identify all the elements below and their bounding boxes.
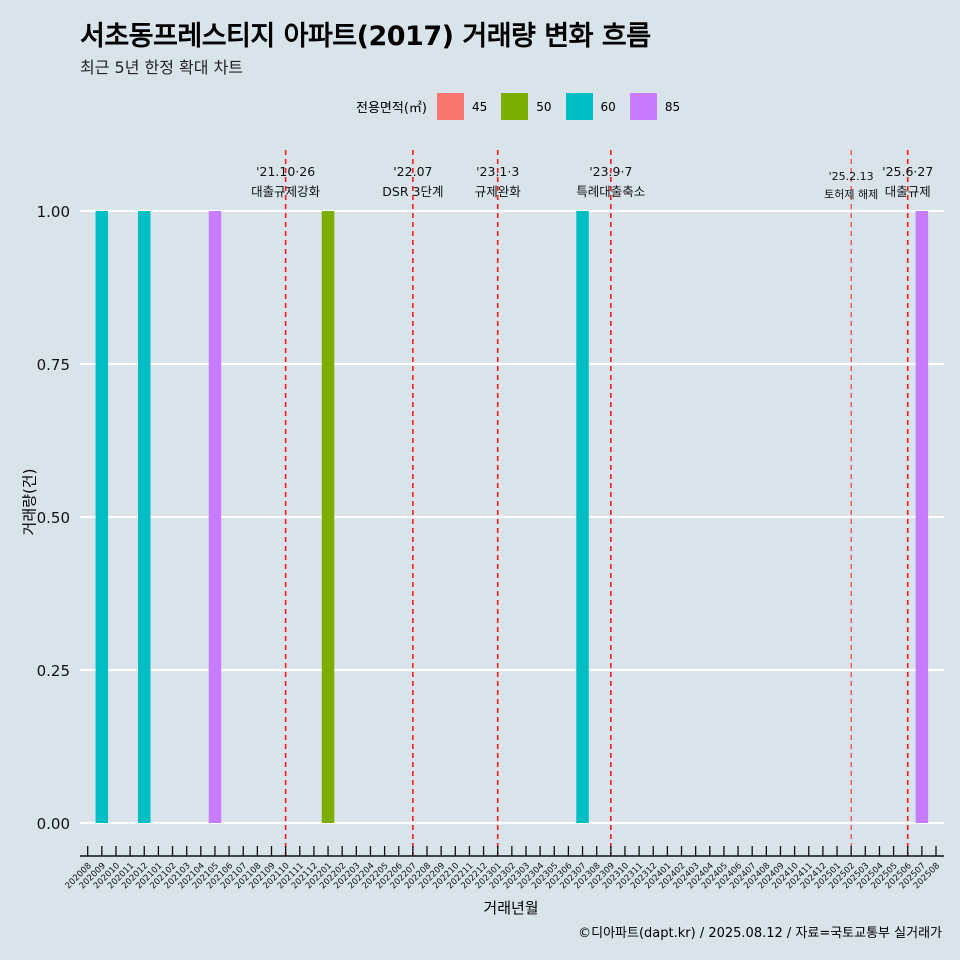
event-date-label: '22.07	[393, 164, 432, 179]
legend: 전용면적(㎡) 45 50 60 85	[356, 93, 694, 120]
legend-item-60: 60	[565, 93, 616, 120]
legend-swatch-60	[565, 93, 593, 120]
legend-label-60: 60	[600, 99, 616, 114]
legend-label-45: 45	[471, 99, 488, 114]
bar	[915, 211, 929, 823]
x-axis-label: 거래년월	[483, 899, 539, 917]
bar	[576, 211, 589, 823]
source-caption: ©디아파트(dapt.kr) / 2025.08.12 / 자료=국토교통부 실…	[578, 926, 942, 941]
event-name-label: 대출규제강화	[251, 184, 321, 199]
bar	[208, 211, 222, 823]
event-date-label: '23.1·3	[476, 164, 519, 179]
y-tick-label: 0.00	[37, 815, 70, 833]
event-date-label: '25.6·27	[882, 164, 933, 179]
event-date-label: '25.2.13	[829, 170, 874, 183]
legend-label-85: 85	[664, 99, 681, 114]
legend-swatch-45	[436, 93, 464, 120]
legend-swatch-85	[629, 93, 657, 120]
legend-title: 전용면적(㎡)	[356, 101, 427, 116]
chart-subtitle: 최근 5년 한정 확대 차트	[80, 58, 244, 77]
event-name-label: 규제완화	[475, 184, 522, 199]
legend-swatch-50	[501, 93, 529, 120]
legend-item-85: 85	[629, 93, 681, 120]
legend-label-50: 50	[536, 99, 552, 114]
event-name-label: 토허제 해제	[824, 187, 878, 201]
event-date-label: '23.9·7	[589, 164, 632, 179]
y-tick-label: 0.50	[37, 509, 70, 527]
event-name-label: DSR 3단계	[382, 184, 443, 199]
bar	[95, 211, 109, 823]
y-tick-label: 1.00	[37, 203, 70, 221]
legend-item-45: 45	[436, 93, 488, 120]
bar	[321, 211, 335, 823]
event-date-label: '21.10·26	[256, 164, 315, 179]
y-tick-label: 0.75	[37, 356, 70, 374]
bar	[138, 211, 151, 823]
chart-title: 서초동프레스티지 아파트(2017) 거래량 변화 흐름	[80, 21, 651, 52]
event-name-label: 대출규제	[885, 184, 931, 199]
y-tick-label: 0.25	[37, 662, 70, 680]
event-name-label: 특례대출축소	[576, 184, 645, 199]
y-axis-label: 거래량(건)	[20, 468, 39, 536]
legend-item-50: 50	[501, 93, 552, 120]
